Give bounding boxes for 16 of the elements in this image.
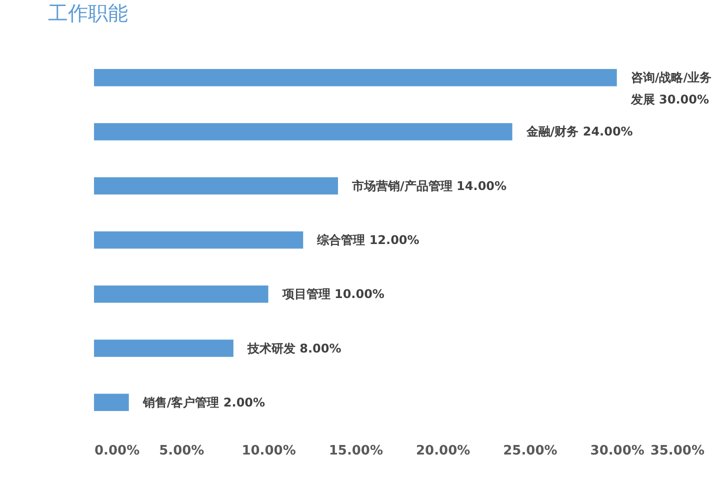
x-tick-label: 30.00% — [590, 444, 644, 458]
category-label: 销售/客户管理 2.00% — [142, 395, 266, 410]
chart-title: 工作职能 — [48, 1, 128, 25]
x-tick-label: 35.00% — [650, 444, 704, 458]
x-tick-label: 0.00% — [94, 444, 140, 458]
category-label: 综合管理 12.00% — [317, 233, 420, 247]
x-tick-label: 25.00% — [503, 444, 558, 458]
category-label: 金融/财务 24.00% — [526, 124, 633, 139]
x-tick-label: 15.00% — [328, 444, 384, 458]
category-label: 技术研发 8.00% — [247, 341, 342, 356]
category-label: 咨询/战略/业务发展 30.00% — [630, 70, 712, 107]
category-label: 项目管理 10.00% — [282, 287, 384, 302]
x-tick-label: 10.00% — [242, 444, 296, 458]
x-tick-label: 20.00% — [416, 444, 470, 458]
x-tick-label: 5.00% — [159, 444, 204, 458]
category-label: 市场营销/产品管理 14.00% — [352, 178, 507, 193]
